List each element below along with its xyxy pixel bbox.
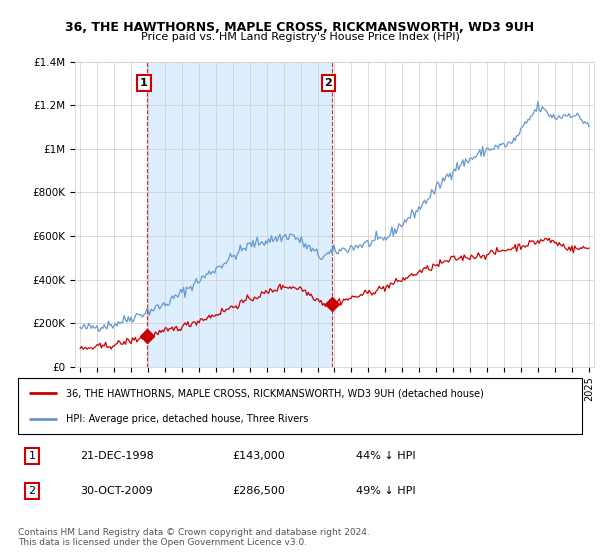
Text: Contains HM Land Registry data © Crown copyright and database right 2024.
This d: Contains HM Land Registry data © Crown c… <box>18 528 370 547</box>
Bar <box>148 62 332 367</box>
Text: £143,000: £143,000 <box>232 451 285 461</box>
Text: 2: 2 <box>325 78 332 88</box>
Text: 2: 2 <box>29 486 35 496</box>
Text: 36, THE HAWTHORNS, MAPLE CROSS, RICKMANSWORTH, WD3 9UH (detached house): 36, THE HAWTHORNS, MAPLE CROSS, RICKMANS… <box>66 388 484 398</box>
Text: 1: 1 <box>140 78 148 88</box>
Text: 49% ↓ HPI: 49% ↓ HPI <box>356 486 416 496</box>
Text: 1: 1 <box>29 451 35 461</box>
Text: HPI: Average price, detached house, Three Rivers: HPI: Average price, detached house, Thre… <box>66 414 308 424</box>
Text: 21-DEC-1998: 21-DEC-1998 <box>80 451 154 461</box>
Text: £286,500: £286,500 <box>232 486 285 496</box>
Text: 30-OCT-2009: 30-OCT-2009 <box>80 486 153 496</box>
Text: 44% ↓ HPI: 44% ↓ HPI <box>356 451 416 461</box>
Text: 36, THE HAWTHORNS, MAPLE CROSS, RICKMANSWORTH, WD3 9UH: 36, THE HAWTHORNS, MAPLE CROSS, RICKMANS… <box>65 21 535 34</box>
Text: Price paid vs. HM Land Registry's House Price Index (HPI): Price paid vs. HM Land Registry's House … <box>140 32 460 42</box>
